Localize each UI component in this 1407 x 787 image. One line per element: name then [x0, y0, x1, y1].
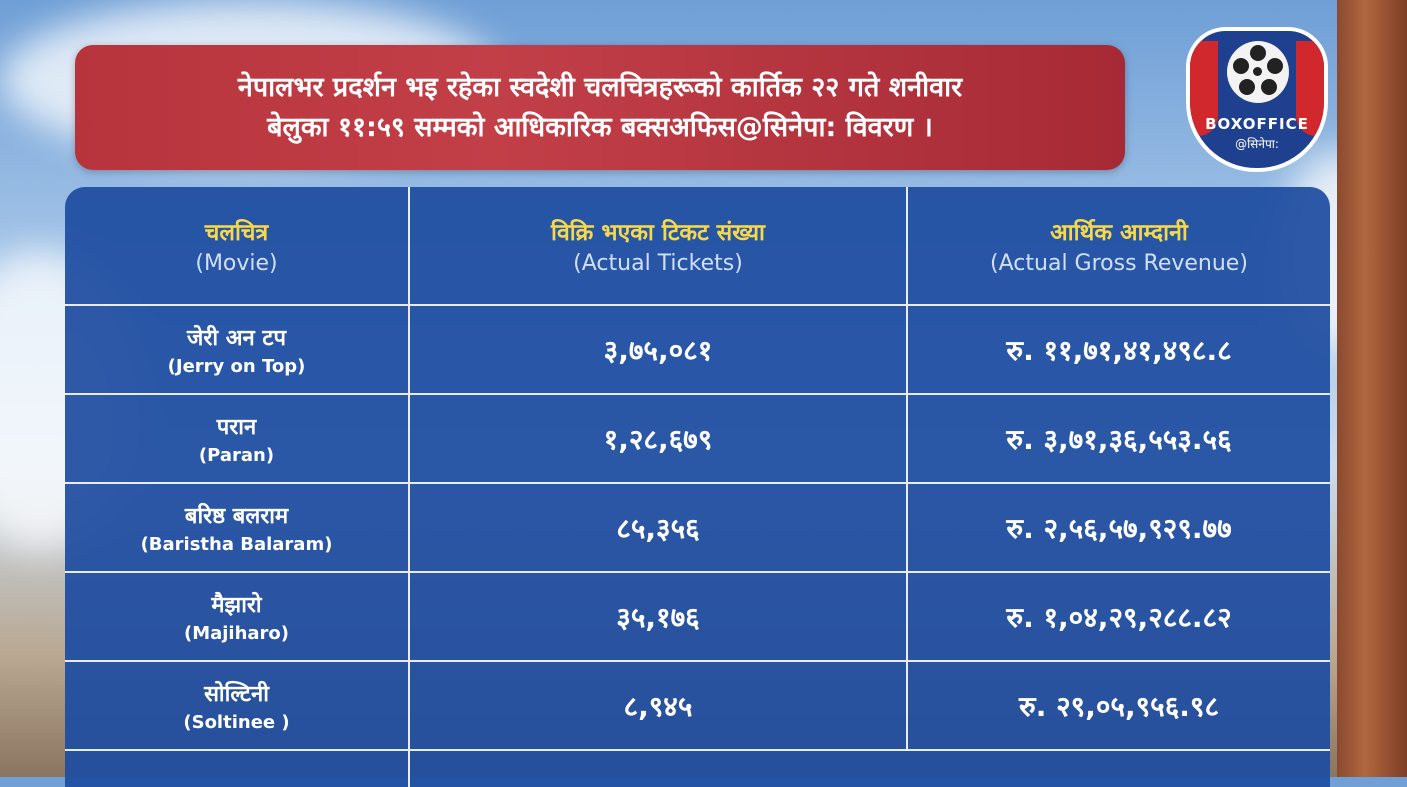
- revenue-cell: रु. २,५६,५७,९२९.७७: [908, 484, 1330, 571]
- table-row: सोल्टिनी (Soltinee ) ८,९४५ रु. २९,०५,९५६…: [65, 662, 1330, 751]
- movie-name-en: (Paran): [198, 445, 275, 466]
- movie-cell: मैझारो (Majiharo): [65, 573, 410, 660]
- curtain-right: [1296, 41, 1324, 136]
- tickets-cell: ३५,१७६: [410, 573, 908, 660]
- movie-cell: बरिष्ठ बलराम (Baristha Balaram): [65, 484, 410, 571]
- header-en: (Movie): [195, 251, 278, 276]
- tickets-cell: ८५,३५६: [410, 484, 908, 571]
- revenue-cell: रु. ३,७१,३६,५५३.५६: [908, 395, 1330, 482]
- revenue-value: रु. २९,०५,९५६.९८: [1018, 689, 1220, 723]
- revenue-value: रु. १,०४,२९,२८८.८२: [1006, 600, 1232, 634]
- curtain-left: [1190, 41, 1218, 136]
- tickets-value: ३,७५,०८१: [603, 333, 713, 367]
- table-row: मैझारो (Majiharo) ३५,१७६ रु. १,०४,२९,२८८…: [65, 573, 1330, 662]
- header-en: (Actual Gross Revenue): [990, 251, 1248, 276]
- revenue-value: रु. ११,७१,४१,४९८.८: [1006, 333, 1232, 367]
- tickets-value: १,२८,६७९: [603, 422, 713, 456]
- title-banner: नेपालभर प्रदर्शन भइ रहेका स्वदेशी चलचित्…: [75, 45, 1125, 170]
- table-row-empty: [65, 751, 1330, 787]
- logo-subtitle: @सिनेपा:: [1235, 137, 1279, 151]
- header-en: (Actual Tickets): [573, 251, 743, 276]
- table-row: बरिष्ठ बलराम (Baristha Balaram) ८५,३५६ र…: [65, 484, 1330, 573]
- background-building: [1337, 0, 1407, 777]
- revenue-cell: रु. ११,७१,४१,४९८.८: [908, 306, 1330, 393]
- table-row: जेरी अन टप (Jerry on Top) ३,७५,०८१ रु. १…: [65, 306, 1330, 395]
- tickets-value: ८५,३५६: [616, 511, 700, 545]
- movie-name-np: मैझारो: [211, 593, 262, 618]
- revenue-value: रु. २,५६,५७,९२९.७७: [1006, 511, 1232, 545]
- revenue-cell: रु. १,०४,२९,२८८.८२: [908, 573, 1330, 660]
- revenue-value: रु. ३,७१,३६,५५३.५६: [1006, 422, 1232, 456]
- tickets-cell: १,२८,६७९: [410, 395, 908, 482]
- header-np: चलचित्र: [204, 220, 269, 246]
- movie-cell: सोल्टिनी (Soltinee ): [65, 662, 410, 749]
- header-revenue: आर्थिक आम्दानी (Actual Gross Revenue): [908, 187, 1330, 304]
- header-movie: चलचित्र (Movie): [65, 187, 410, 304]
- tickets-value: ८,९४५: [623, 689, 693, 723]
- header-np: आर्थिक आम्दानी: [1050, 220, 1188, 246]
- film-reel-icon: [1227, 41, 1289, 103]
- movie-name-np: जेरी अन टप: [187, 326, 286, 351]
- movie-name-en: (Soltinee ): [183, 712, 290, 733]
- movie-name-en: (Jerry on Top): [167, 356, 306, 377]
- banner-line-1: नेपालभर प्रदर्शन भइ रहेका स्वदेशी चलचित्…: [237, 71, 963, 103]
- movie-name-en: (Baristha Balaram): [140, 534, 333, 555]
- box-office-table: चलचित्र (Movie) विक्रि भएका टिकट संख्या …: [65, 187, 1330, 787]
- banner-line-2: बेलुका ११:५९ सम्मको आधिकारिक बक्सअफिस@सि…: [267, 111, 933, 143]
- header-np: विक्रि भएका टिकट संख्या: [550, 220, 765, 246]
- tickets-cell: ८,९४५: [410, 662, 908, 749]
- movie-name-en: (Majiharo): [183, 623, 290, 644]
- boxoffice-logo: BOXOFFICE @सिनेपा:: [1186, 27, 1328, 172]
- tickets-value: ३५,१७६: [616, 600, 700, 634]
- movie-cell: परान (Paran): [65, 395, 410, 482]
- revenue-cell: रु. २९,०५,९५६.९८: [908, 662, 1330, 749]
- table-row: परान (Paran) १,२८,६७९ रु. ३,७१,३६,५५३.५६: [65, 395, 1330, 484]
- movie-cell: जेरी अन टप (Jerry on Top): [65, 306, 410, 393]
- logo-title: BOXOFFICE: [1205, 115, 1309, 133]
- header-tickets: विक्रि भएका टिकट संख्या (Actual Tickets): [410, 187, 908, 304]
- tickets-cell: ३,७५,०८१: [410, 306, 908, 393]
- movie-name-np: बरिष्ठ बलराम: [184, 504, 289, 529]
- table-header: चलचित्र (Movie) विक्रि भएका टिकट संख्या …: [65, 187, 1330, 306]
- movie-name-np: परान: [216, 415, 257, 440]
- movie-name-np: सोल्टिनी: [204, 682, 269, 707]
